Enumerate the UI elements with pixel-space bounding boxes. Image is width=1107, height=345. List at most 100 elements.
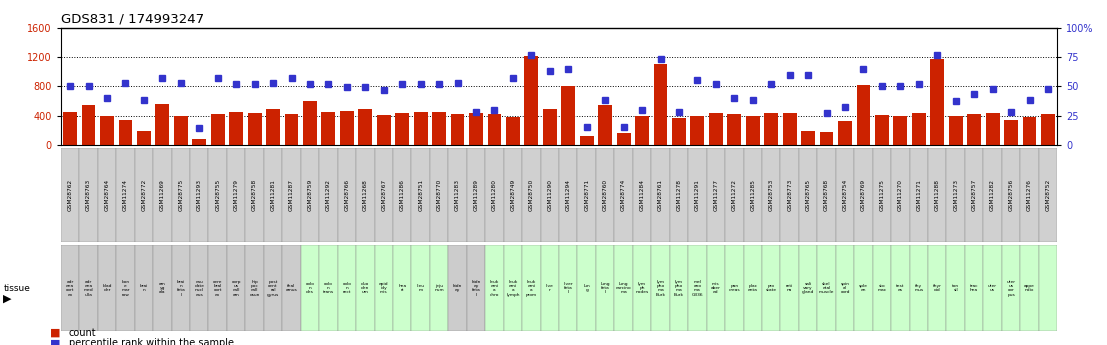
Text: GSM28764: GSM28764 [104, 179, 110, 211]
Text: GSM28766: GSM28766 [344, 179, 350, 211]
Bar [1038, 245, 1057, 331]
Text: thyr
oid: thyr oid [933, 284, 942, 292]
Text: GSM11269: GSM11269 [159, 179, 165, 211]
Text: GSM11281: GSM11281 [270, 179, 276, 211]
Text: mis
aber
ed: mis aber ed [711, 282, 721, 294]
Bar [135, 148, 153, 242]
Bar [965, 148, 983, 242]
Bar [540, 148, 559, 242]
Text: lym
pho
ma
Burk: lym pho ma Burk [674, 280, 684, 296]
Text: leuk
emi
a
chro: leuk emi a chro [489, 280, 499, 296]
Text: GSM28754: GSM28754 [842, 179, 848, 211]
Text: GSM28770: GSM28770 [436, 179, 442, 211]
Bar [875, 115, 889, 145]
Bar [819, 132, 834, 145]
Text: GSM28769: GSM28769 [861, 179, 866, 211]
Bar [559, 148, 578, 242]
Text: brai
n: brai n [139, 284, 148, 292]
Text: GSM28774: GSM28774 [621, 179, 627, 211]
Bar [451, 114, 465, 145]
Text: GSM11277: GSM11277 [713, 179, 718, 211]
Bar [61, 245, 80, 331]
Text: plac
enta: plac enta [748, 284, 757, 292]
Bar [651, 148, 670, 242]
Bar [691, 116, 704, 145]
Bar [485, 148, 504, 242]
Bar [672, 118, 686, 145]
Text: GSM11273: GSM11273 [953, 179, 959, 211]
Text: count: count [69, 328, 96, 338]
Bar [374, 148, 393, 242]
Bar [80, 148, 97, 242]
Text: GSM28765: GSM28765 [806, 179, 810, 211]
Bar [82, 105, 95, 145]
Text: GSM11288: GSM11288 [934, 179, 940, 211]
Bar [263, 245, 282, 331]
Bar [1004, 120, 1018, 145]
Bar [374, 245, 393, 331]
Text: post
cent
ral
gyrus: post cent ral gyrus [267, 280, 279, 296]
Text: percentile rank within the sample: percentile rank within the sample [69, 338, 234, 345]
Bar [303, 101, 317, 145]
Bar [246, 245, 263, 331]
Bar [580, 136, 593, 145]
Bar [430, 245, 448, 331]
Text: skel
etal
muscle: skel etal muscle [819, 282, 835, 294]
Bar [891, 148, 910, 242]
Bar [359, 109, 372, 145]
Text: leuk
emi
a
lymph: leuk emi a lymph [506, 280, 519, 296]
Text: GSM11284: GSM11284 [640, 179, 644, 211]
Bar [376, 115, 391, 145]
Bar [872, 148, 891, 242]
Text: ton
sil: ton sil [952, 284, 960, 292]
Bar [946, 148, 965, 242]
Bar [227, 245, 246, 331]
Bar [910, 245, 928, 331]
Bar [872, 245, 891, 331]
Text: GSM28768: GSM28768 [824, 179, 829, 211]
Bar [633, 245, 651, 331]
Text: GSM11279: GSM11279 [234, 179, 239, 211]
Bar [321, 112, 335, 145]
Text: brai
n
feta
l: brai n feta l [176, 280, 185, 296]
Bar [653, 64, 668, 145]
Text: GSM11282: GSM11282 [990, 179, 995, 211]
Bar [708, 112, 723, 145]
Text: test
es: test es [896, 284, 904, 292]
Bar [598, 105, 612, 145]
Bar [617, 133, 631, 145]
Bar [857, 85, 870, 145]
Bar [912, 112, 925, 145]
Text: GSM11290: GSM11290 [547, 179, 552, 211]
Text: kidn
ey: kidn ey [453, 284, 463, 292]
Text: cau
date
nucl
eus: cau date nucl eus [194, 280, 205, 296]
Text: kidn
ey
feta
l: kidn ey feta l [472, 280, 480, 296]
Text: GSM11270: GSM11270 [898, 179, 903, 211]
Text: GSM11286: GSM11286 [400, 179, 405, 211]
Bar [301, 148, 319, 242]
Text: colo
n
trans: colo n trans [323, 282, 334, 294]
Text: thal
amus: thal amus [286, 284, 298, 292]
Bar [855, 245, 872, 331]
Bar [578, 245, 596, 331]
Bar [817, 148, 836, 242]
Bar [227, 148, 246, 242]
Text: lym
pho
ma
Burk: lym pho ma Burk [655, 280, 665, 296]
Bar [432, 112, 446, 145]
Bar [80, 245, 97, 331]
Bar [248, 114, 261, 145]
Bar [100, 116, 114, 145]
Text: GSM28755: GSM28755 [215, 179, 220, 211]
Text: colo
n
rect: colo n rect [342, 282, 351, 294]
Bar [448, 148, 467, 242]
Bar [578, 148, 596, 242]
Text: GSM11274: GSM11274 [123, 179, 128, 211]
Bar [985, 113, 1000, 145]
Bar [891, 245, 910, 331]
Text: corp
us
call
am: corp us call am [231, 280, 241, 296]
Bar [210, 114, 225, 145]
Bar [338, 245, 356, 331]
Text: appe
ndix: appe ndix [1024, 284, 1035, 292]
Bar [340, 111, 354, 145]
Bar [762, 245, 780, 331]
